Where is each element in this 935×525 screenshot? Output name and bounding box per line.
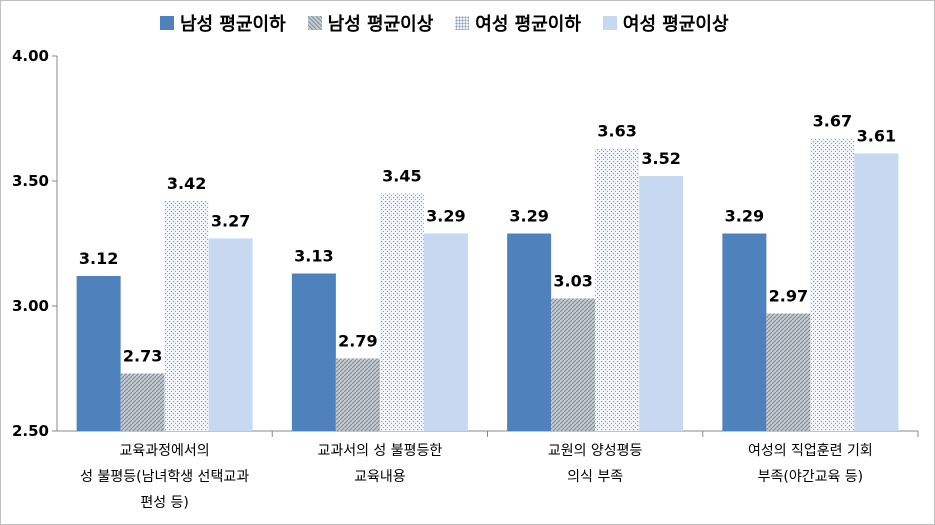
category-label: 여성의 직업훈련 기회 [748, 443, 873, 459]
bar-2 [551, 298, 596, 431]
data-label: 3.29 [725, 207, 764, 226]
legend-label-1: 남성 평균이하 [180, 14, 286, 35]
legend-item-2: 남성 평균이상 [307, 10, 434, 36]
data-label: 2.97 [769, 287, 808, 306]
legend-item-3: 여성 평균이하 [455, 10, 581, 36]
bar-4 [639, 176, 684, 431]
category-label: 교원의 양성평등 [548, 443, 643, 459]
bar-4 [423, 233, 468, 431]
legend-label-2: 남성 평균이상 [327, 14, 434, 35]
y-tick-label: 3.50 [12, 172, 49, 190]
bar-2 [766, 313, 811, 431]
plot-area: 4.00 3.50 3.00 2.50 3.12 2.73 3.42 3.27 교육과정에서의성… [12, 47, 919, 511]
bar-1 [507, 233, 552, 431]
data-label: 3.61 [857, 127, 896, 146]
bar-4 [854, 153, 899, 431]
bar-3 [164, 201, 209, 431]
bar-3 [595, 148, 640, 431]
legend-item-4: 여성 평균이상 [602, 10, 729, 36]
data-label: 3.12 [79, 249, 118, 268]
data-label: 3.29 [509, 207, 548, 226]
data-label: 2.79 [338, 332, 377, 351]
bar-1 [76, 276, 121, 431]
data-label: 3.45 [382, 167, 421, 186]
data-label: 3.67 [813, 112, 852, 131]
bar-2 [335, 358, 380, 431]
data-label: 2.73 [123, 347, 162, 366]
category-label: 의식 부족 [567, 469, 623, 485]
legend-item-1: 남성 평균이하 [160, 10, 286, 36]
legend-swatch-4 [602, 16, 617, 30]
category-label: 편성 등) [140, 495, 189, 511]
bar-2 [120, 373, 165, 431]
y-tick-label: 3.00 [12, 297, 49, 315]
legend-label-4: 여성 평균이상 [622, 14, 729, 35]
chart-legend: 남성 평균이하 남성 평균이상 여성 평균이하 여성 평균이상 [160, 8, 800, 38]
category-label: 성 불평등(남녀학생 선택교과 [80, 469, 249, 485]
data-label: 3.29 [426, 207, 465, 226]
data-label: 3.52 [641, 149, 680, 168]
legend-label-3: 여성 평균이하 [475, 14, 581, 35]
legend-swatch-3 [455, 16, 470, 30]
y-tick-label: 2.50 [12, 422, 49, 440]
data-label: 3.42 [167, 174, 206, 193]
data-label: 3.13 [294, 247, 333, 266]
bar-3 [810, 138, 855, 431]
bar-4 [208, 238, 253, 431]
data-label: 3.27 [211, 212, 250, 231]
data-label: 3.03 [553, 272, 592, 291]
bar-3 [379, 193, 424, 431]
category-label: 교과서의 성 불평등한 [317, 443, 442, 459]
legend-swatch-2 [307, 16, 322, 30]
y-tick-label: 4.00 [12, 47, 49, 65]
data-label: 3.63 [597, 122, 636, 141]
bar-1 [291, 273, 336, 431]
bar-1 [722, 233, 767, 431]
category-label: 교육내용 [354, 469, 406, 485]
category-label: 교육과정에서의 [120, 443, 210, 459]
category-label: 부족(야간교육 등) [758, 469, 864, 485]
legend-swatch-1 [160, 16, 174, 30]
